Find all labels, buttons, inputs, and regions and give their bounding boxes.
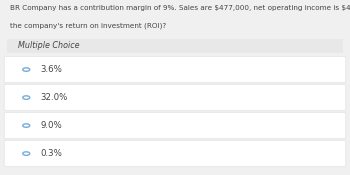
FancyBboxPatch shape (7, 38, 343, 53)
Text: Multiple Choice: Multiple Choice (18, 41, 79, 50)
Text: 3.6%: 3.6% (40, 65, 62, 74)
Text: 32.0%: 32.0% (40, 93, 68, 102)
FancyBboxPatch shape (4, 84, 346, 111)
Circle shape (23, 124, 30, 127)
FancyBboxPatch shape (4, 112, 346, 139)
Circle shape (23, 68, 30, 71)
Text: 0.3%: 0.3% (40, 149, 62, 158)
Text: BR Company has a contribution margin of 9%. Sales are $477,000, net operating in: BR Company has a contribution margin of … (10, 5, 350, 11)
FancyBboxPatch shape (4, 140, 346, 167)
Circle shape (23, 152, 30, 155)
Text: 9.0%: 9.0% (40, 121, 62, 130)
Circle shape (23, 96, 30, 99)
Text: the company's return on investment (ROI)?: the company's return on investment (ROI)… (10, 23, 167, 29)
FancyBboxPatch shape (4, 56, 346, 83)
